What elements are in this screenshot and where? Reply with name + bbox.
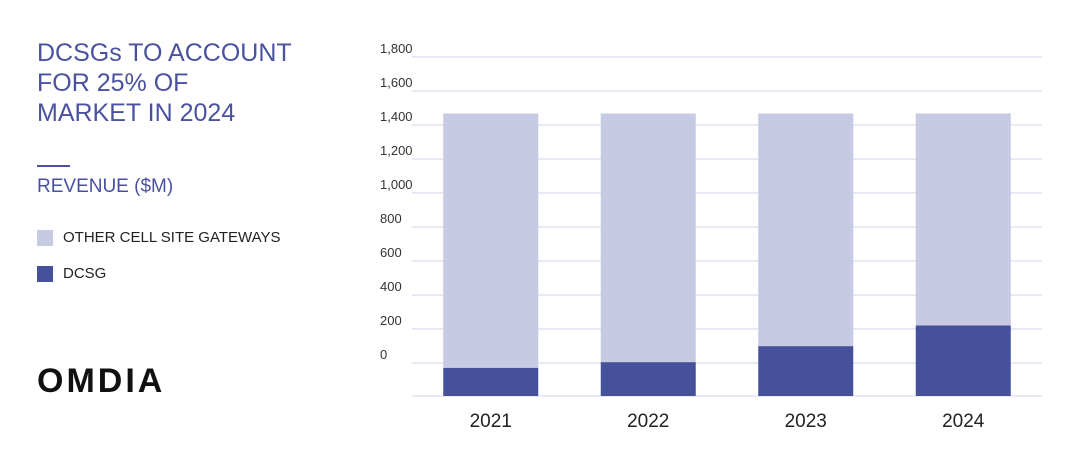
- y-tick-label: 400: [380, 279, 402, 294]
- bar-other-cell-site-gateways-2023: [758, 113, 854, 347]
- y-tick-label: 600: [380, 245, 402, 260]
- chart-subtitle: REVENUE ($M): [37, 176, 174, 197]
- divider: [37, 165, 70, 167]
- omdia-logo: OMDIA: [37, 362, 166, 400]
- y-tick-label: 200: [380, 313, 402, 328]
- x-tick-label: 2023: [785, 411, 827, 432]
- y-tick-label: 1,800: [380, 41, 413, 56]
- y-tick-label: 0: [380, 347, 387, 362]
- bar-dcsg-2024: [915, 325, 1011, 396]
- legend-item-other: OTHER CELL SITE GATEWAYS: [37, 229, 281, 246]
- y-tick-label: 1,600: [380, 75, 413, 90]
- bar-dcsg-2021: [443, 367, 539, 396]
- bar-other-cell-site-gateways-2024: [915, 113, 1011, 326]
- bar-other-cell-site-gateways-2022: [600, 113, 696, 363]
- bar-dcsg-2022: [600, 362, 696, 396]
- y-tick-label: 1,200: [380, 143, 413, 158]
- legend-label: DCSG: [63, 265, 107, 282]
- bar-dcsg-2023: [758, 346, 854, 396]
- y-tick-label: 1,400: [380, 109, 413, 124]
- legend-label: OTHER CELL SITE GATEWAYS: [63, 229, 281, 246]
- y-tick-label: 800: [380, 211, 402, 226]
- x-tick-label: 2022: [627, 411, 669, 432]
- legend-swatch: [37, 265, 53, 282]
- legend-swatch: [37, 229, 53, 246]
- bar-other-cell-site-gateways-2021: [443, 113, 539, 368]
- y-tick-label: 1,000: [380, 177, 413, 192]
- x-tick-label: 2021: [470, 411, 512, 432]
- chart-title: DCSGs TO ACCOUNT FOR 25% OF MARKET IN 20…: [37, 39, 292, 127]
- legend-item-dcsg: DCSG: [37, 265, 106, 282]
- x-tick-label: 2024: [942, 411, 985, 432]
